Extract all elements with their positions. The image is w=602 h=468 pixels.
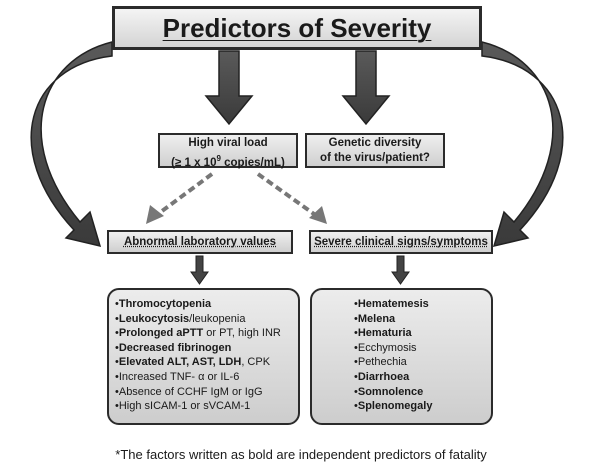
lab-item: •Absence of CCHF IgM or IgG bbox=[115, 385, 263, 398]
title-box: Predictors of Severity bbox=[112, 6, 482, 50]
footnote: *The factors written as bold are indepen… bbox=[115, 447, 487, 462]
lab-item: •High sICAM-1 or sVCAM-1 bbox=[115, 400, 251, 413]
clinical-signs-list: •Hematemesis •Melena •Hematuria •Ecchymosis… bbox=[310, 288, 493, 425]
clinical-item: •Melena bbox=[354, 312, 396, 325]
clinical-item: •Splenomegaly bbox=[354, 400, 433, 413]
down-arrow-to-viral-load bbox=[204, 50, 254, 126]
lab-item: •Thromocytopenia bbox=[115, 298, 212, 310]
genetic-line2: of the virus/patient? bbox=[320, 152, 430, 164]
clinical-item: •Hematemesis bbox=[354, 298, 429, 310]
viral-load-line2: (≥ 1 x 109 copies/mL) bbox=[171, 154, 285, 169]
diagram-title: Predictors of Severity bbox=[162, 13, 432, 43]
down-arrow-to-lab-list bbox=[190, 255, 209, 285]
lab-values-header: Abnormal laboratory values bbox=[107, 230, 293, 254]
dashed-arrow-to-lab bbox=[146, 172, 214, 224]
clinical-item: •Somnolence bbox=[354, 385, 424, 398]
down-arrow-to-genetic bbox=[341, 50, 391, 126]
viral-load-line1: High viral load bbox=[188, 137, 268, 149]
dashed-arrow-to-clinical bbox=[256, 172, 327, 224]
clinical-signs-header: Severe clinical signs/symptoms bbox=[309, 230, 493, 254]
curved-arrow-right bbox=[481, 41, 564, 248]
lab-item: •Prolonged aPTT or PT, high INR bbox=[115, 327, 281, 340]
clinical-item: •Pethechia bbox=[354, 356, 407, 369]
clinical-item: •Diarrhoea bbox=[354, 370, 410, 383]
curved-arrow-left bbox=[30, 41, 113, 248]
clinical-item: •Ecchymosis bbox=[354, 341, 417, 354]
lab-item: •Leukocytosis/leukopenia bbox=[115, 312, 246, 325]
lab-values-title: Abnormal laboratory values bbox=[123, 236, 277, 248]
down-arrow-to-clinical-list bbox=[391, 255, 410, 285]
lab-item: •Elevated ALT, AST, LDH, CPK bbox=[115, 356, 271, 369]
genetic-line1: Genetic diversity bbox=[328, 137, 422, 149]
lab-item: •Decreased fibrinogen bbox=[115, 341, 232, 354]
viral-load-box: High viral load (≥ 1 x 109 copies/mL) bbox=[158, 133, 298, 169]
genetic-diversity-box: Genetic diversity of the virus/patient? bbox=[305, 133, 445, 168]
lab-values-list: •Thromocytopenia •Leukocytosis/leukopenia… bbox=[107, 288, 300, 425]
lab-item: •Increased TNF- α or IL-6 bbox=[115, 370, 240, 383]
clinical-signs-title: Severe clinical signs/symptoms bbox=[314, 236, 488, 248]
clinical-item: •Hematuria bbox=[354, 327, 412, 340]
